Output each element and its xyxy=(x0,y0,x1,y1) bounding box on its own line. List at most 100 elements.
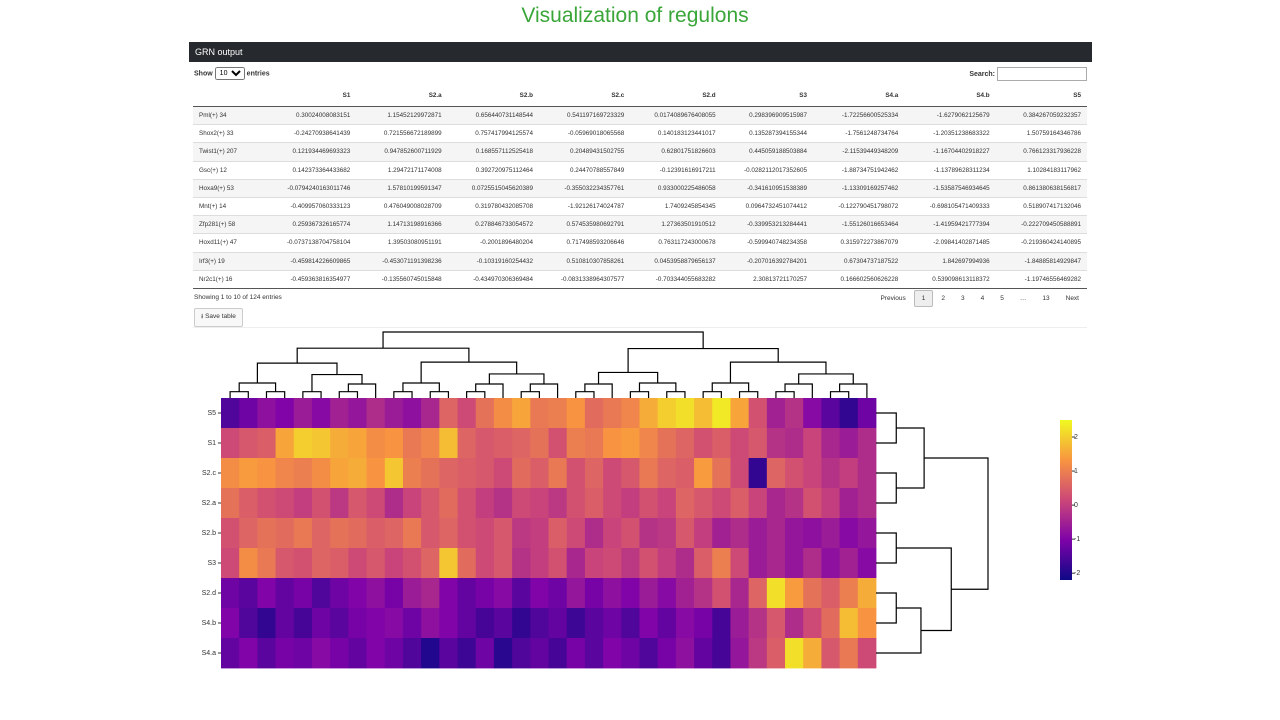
heat-cell xyxy=(530,428,549,459)
heat-cell xyxy=(366,608,386,639)
heat-cell xyxy=(275,398,295,429)
page-length-select[interactable]: 10 xyxy=(214,67,245,80)
search-input[interactable] xyxy=(997,67,1087,81)
heat-cell xyxy=(639,548,659,579)
heat-cell xyxy=(384,458,404,489)
table-cell: -2.11539449348209 xyxy=(812,142,905,162)
table-cell: 0.319780432085708 xyxy=(447,196,539,216)
heat-cell xyxy=(657,578,677,609)
page-button[interactable]: 1 xyxy=(913,290,934,307)
heat-cell xyxy=(275,518,295,549)
heat-cell xyxy=(293,428,313,459)
heat-cell xyxy=(293,548,313,579)
heat-cell xyxy=(330,608,349,639)
heat-cell xyxy=(657,398,677,429)
table-cell: 0.168557112525418 xyxy=(447,142,539,162)
heat-cell xyxy=(748,398,768,429)
heat-cell xyxy=(348,488,367,519)
heat-cell xyxy=(675,548,695,579)
heat-cell xyxy=(621,398,640,429)
heat-cell xyxy=(657,428,677,459)
heat-cell xyxy=(384,608,404,639)
heat-cell xyxy=(675,518,695,549)
table-cell: -0.10319160254432 xyxy=(447,251,539,271)
heat-cell xyxy=(730,608,750,639)
table-cell: -0.219360424140895 xyxy=(995,233,1087,252)
heat-cell xyxy=(366,578,386,609)
heat-cell xyxy=(348,548,367,579)
heat-cell xyxy=(639,458,659,489)
table-cell: -0.0737138704758104 xyxy=(265,233,357,252)
heat-cell xyxy=(366,518,386,549)
page-button[interactable]: Previous xyxy=(880,295,906,302)
heat-cell xyxy=(402,488,422,519)
heat-cell xyxy=(439,608,458,639)
table-cell: -0.459363816354977 xyxy=(265,269,357,289)
page-button[interactable]: 4 xyxy=(980,295,985,302)
heat-cell xyxy=(675,488,695,519)
heat-cell xyxy=(730,518,750,549)
table-cell: 0.259367326165774 xyxy=(265,215,357,234)
heat-cell xyxy=(584,548,604,579)
heat-cell xyxy=(548,578,568,609)
page-button[interactable]: 13 xyxy=(1042,295,1050,302)
heat-cell xyxy=(785,488,804,519)
table-cell: 0.20489431502755 xyxy=(538,142,631,162)
heat-cell xyxy=(330,638,349,669)
search-label: Search: xyxy=(969,70,995,78)
heat-cell xyxy=(512,428,531,459)
heat-cell xyxy=(675,428,695,459)
page-button[interactable]: 3 xyxy=(961,295,965,302)
heat-cell xyxy=(548,458,568,489)
heat-cell xyxy=(512,518,531,549)
table-cell: 1.15452129972871 xyxy=(356,105,448,125)
heat-cell xyxy=(839,548,859,579)
page-button[interactable]: 2 xyxy=(941,295,946,302)
table-cell: -0.339953213284441 xyxy=(721,215,813,234)
table-cell: -1.92126174024787 xyxy=(538,196,631,216)
heat-cell xyxy=(293,578,313,609)
heat-cell xyxy=(766,428,786,459)
heat-cell xyxy=(748,638,768,669)
heat-cell xyxy=(348,398,367,429)
heat-cell xyxy=(421,458,440,489)
heat-cell xyxy=(348,458,367,489)
heat-cell xyxy=(221,608,240,639)
heat-cell xyxy=(257,578,276,609)
table-cell: -0.12391616917211 xyxy=(630,160,722,180)
heat-cell xyxy=(275,548,295,579)
heat-cell xyxy=(603,578,622,609)
panel-header: GRN output xyxy=(189,42,1092,62)
table-cell: -0.599940748234358 xyxy=(721,233,813,252)
heat-cell xyxy=(766,398,786,429)
table-cell: 0.384267059232357 xyxy=(995,105,1087,125)
table-cell: -0.703344055683282 xyxy=(630,269,722,289)
table-cell: 0.656440731148544 xyxy=(447,105,539,125)
heat-cell xyxy=(766,458,786,489)
table-row: Nr2c1(+) 16 -0.459363816354977 -0.13556074… xyxy=(193,269,1087,289)
heat-cell xyxy=(311,578,331,609)
heat-cell xyxy=(857,638,877,669)
table-cell: 0.445059188503884 xyxy=(721,142,813,162)
heat-cell xyxy=(857,518,877,549)
search: Search: xyxy=(969,67,1087,81)
heat-cell xyxy=(421,548,440,579)
table-row: Mnt(+) 14 -0.409957060333123 0.47604900802… xyxy=(193,196,1087,216)
heat-cell xyxy=(439,548,458,579)
page-button[interactable]: Next xyxy=(1065,295,1079,302)
heat-cell xyxy=(457,578,477,609)
page-button[interactable]: … xyxy=(1019,295,1027,302)
regulon-name: Twist1(+) 207 xyxy=(193,142,265,162)
heat-cell xyxy=(384,428,404,459)
heat-cell xyxy=(402,428,422,459)
heat-cell xyxy=(712,458,731,489)
page-button[interactable]: 5 xyxy=(1000,295,1004,302)
table-cell: -0.434970306369484 xyxy=(447,269,539,289)
save-button[interactable]: ⭳ Save table xyxy=(194,308,243,327)
regulon-name: Hoxd11(+) 47 xyxy=(193,233,265,252)
heat-cell xyxy=(348,428,367,459)
heat-cell xyxy=(857,488,877,519)
heat-cell xyxy=(566,548,586,579)
heat-cell xyxy=(493,458,513,489)
